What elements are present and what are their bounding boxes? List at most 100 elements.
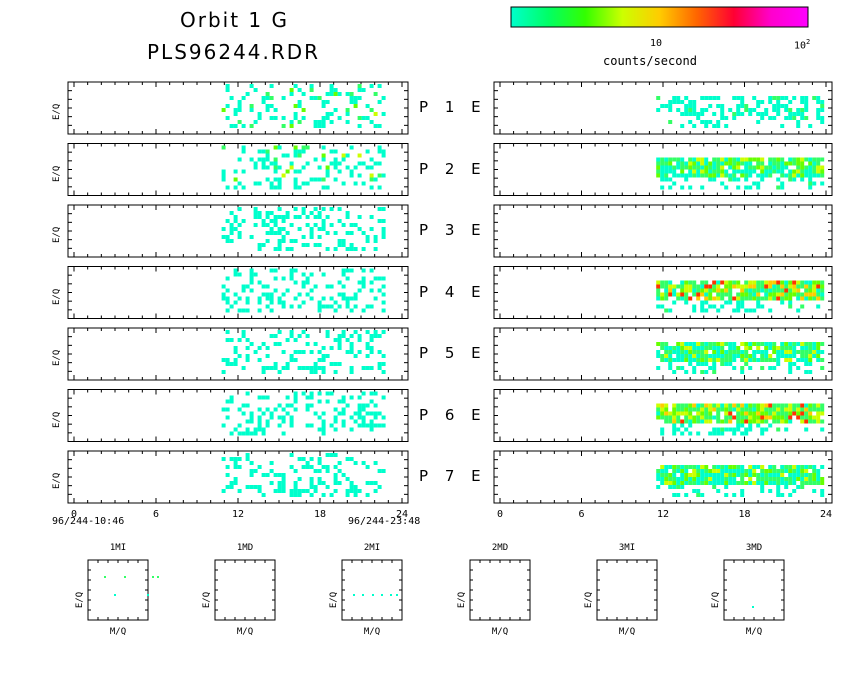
heat-cell (377, 350, 382, 354)
heat-cell (656, 169, 661, 174)
heat-cell (273, 247, 278, 251)
heat-cell (688, 415, 693, 420)
heat-cell (257, 358, 262, 362)
heat-cell (325, 100, 330, 104)
heat-cell (369, 288, 374, 293)
heat-cell (740, 112, 745, 116)
left-panel-ylabel: E/Q (52, 103, 62, 120)
heat-cell (349, 457, 354, 461)
heat-cell (808, 407, 813, 412)
heat-cell (744, 165, 749, 170)
heat-cell (764, 173, 769, 178)
heat-cell (700, 96, 705, 100)
heat-cell (664, 280, 669, 285)
heat-cell (680, 358, 685, 362)
heat-cell (724, 469, 729, 473)
heat-cell (317, 477, 322, 481)
heat-cell (708, 288, 713, 293)
heat-cell (361, 280, 366, 285)
heat-cell (700, 403, 705, 408)
mass-plot-ylabel: E/Q (584, 592, 594, 608)
mass-dot (353, 594, 355, 596)
heat-cell (369, 411, 374, 416)
heat-cell (373, 296, 378, 301)
heat-cell (808, 415, 813, 420)
heat-cell (776, 427, 781, 432)
heat-cell (716, 469, 721, 473)
heat-cell (756, 284, 761, 289)
heat-cell (772, 292, 777, 297)
heat-cell (353, 354, 358, 358)
heat-cell (744, 185, 749, 190)
heat-cell (349, 247, 354, 251)
heat-cell (696, 342, 701, 346)
heat-cell (816, 157, 821, 162)
heat-cell (349, 350, 354, 354)
left-panel-4 (67, 266, 409, 319)
mass-dot (157, 576, 159, 578)
heat-cell (752, 415, 757, 420)
mass-plot-ylabel: E/Q (711, 592, 721, 608)
heat-cell (800, 415, 805, 420)
heat-cell (241, 284, 246, 289)
heat-cell (281, 215, 286, 219)
heat-cell (788, 342, 793, 346)
heat-cell (792, 473, 797, 477)
heat-cell (265, 96, 270, 100)
heat-cell (736, 300, 741, 305)
heat-cell (381, 415, 386, 420)
heat-cell (768, 358, 773, 362)
heat-cell (744, 169, 749, 174)
heat-cell (672, 169, 677, 174)
heat-cell (317, 358, 322, 362)
heat-cell (672, 181, 677, 186)
heat-cell (381, 284, 386, 289)
heat-cell (261, 243, 266, 247)
heat-cell (305, 407, 310, 412)
heat-cell (768, 342, 773, 346)
heat-cell (301, 457, 306, 461)
heat-cell (353, 461, 358, 465)
heat-cell (293, 207, 298, 211)
heat-cell (816, 165, 821, 170)
heat-cell (289, 403, 294, 408)
heat-cell (684, 177, 689, 182)
heat-cell (704, 346, 709, 350)
heat-cell (756, 358, 761, 362)
heat-cell (281, 239, 286, 243)
heat-cell (784, 292, 789, 297)
heat-cell (764, 407, 769, 412)
heat-cell (764, 288, 769, 293)
heat-cell (285, 411, 290, 416)
heat-cell (241, 334, 246, 338)
heat-cell (225, 338, 230, 342)
heat-cell (680, 411, 685, 416)
heat-cell (369, 84, 374, 88)
heat-cell (237, 296, 242, 301)
heat-cell (688, 465, 693, 469)
heat-cell (345, 350, 350, 354)
heat-cell (257, 247, 262, 251)
heat-cell (676, 366, 681, 370)
heat-cell (764, 346, 769, 350)
heat-cell (365, 423, 370, 428)
heat-cell (712, 157, 717, 162)
heat-cell (728, 161, 733, 166)
heat-cell (760, 427, 765, 432)
heat-cell (309, 272, 314, 277)
heat-cell (744, 358, 749, 362)
heat-cell (680, 423, 685, 428)
heat-cell (704, 358, 709, 362)
heat-cell (676, 296, 681, 301)
heat-cell (361, 161, 366, 166)
heat-cell (337, 411, 342, 416)
heat-cell (277, 243, 282, 247)
heat-cell (788, 415, 793, 420)
heat-cell (301, 92, 306, 96)
heat-cell (237, 431, 242, 436)
heat-cell (740, 366, 745, 370)
heat-cell (281, 431, 286, 436)
heat-cell (816, 284, 821, 289)
heat-cell (361, 391, 366, 396)
heat-cell (704, 280, 709, 285)
